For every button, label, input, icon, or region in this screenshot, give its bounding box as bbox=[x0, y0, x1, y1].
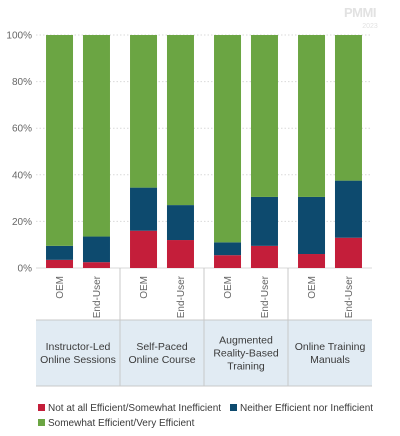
bar-segment bbox=[82, 236, 110, 263]
category-label: Training bbox=[227, 361, 265, 373]
bar-segment bbox=[82, 35, 110, 237]
category-band bbox=[204, 320, 288, 386]
y-tick-label: 80% bbox=[12, 77, 32, 88]
y-tick-label: 20% bbox=[12, 217, 32, 228]
legend-swatch bbox=[38, 419, 45, 426]
pmmi-logo-sub: 2023 bbox=[362, 23, 378, 30]
bar-label: End-User bbox=[176, 275, 187, 318]
category-label: Manuals bbox=[310, 354, 350, 366]
bar-label: OEM bbox=[223, 276, 234, 299]
bar-label: End-User bbox=[260, 275, 271, 318]
bar-segment bbox=[166, 205, 194, 241]
y-tick-label: 60% bbox=[12, 124, 32, 135]
bar-segment bbox=[130, 35, 158, 188]
bar-label: End-User bbox=[92, 275, 103, 318]
category-label: Self-Paced bbox=[136, 341, 188, 353]
bar-segment bbox=[298, 254, 326, 268]
bar-segment bbox=[130, 230, 158, 268]
category-label: Online Sessions bbox=[40, 354, 116, 366]
legend-label: Neither Efficient nor Inefficient bbox=[240, 403, 373, 414]
category-band bbox=[120, 320, 204, 386]
bar-segment bbox=[46, 259, 74, 268]
bar-segment bbox=[214, 255, 242, 268]
bars bbox=[46, 35, 362, 268]
axes bbox=[36, 268, 372, 387]
category-label: Online Course bbox=[128, 354, 195, 366]
bar-segment bbox=[298, 35, 326, 197]
y-tick-label: 100% bbox=[6, 31, 32, 42]
bar-label: OEM bbox=[55, 276, 66, 299]
legend-label: Not at all Efficient/Somewhat Inefficien… bbox=[48, 403, 221, 414]
category-label: Instructor-Led bbox=[46, 341, 111, 353]
bar-segment bbox=[82, 262, 110, 268]
category-band bbox=[36, 320, 120, 386]
bar-segment bbox=[334, 237, 362, 268]
pmmi-logo: PMMI bbox=[344, 5, 376, 20]
bar-segment bbox=[46, 245, 74, 260]
bar-segment bbox=[298, 196, 326, 255]
bar-segment bbox=[334, 180, 362, 238]
legend: Not at all Efficient/Somewhat Inefficien… bbox=[38, 403, 373, 429]
category-band bbox=[288, 320, 372, 386]
bar-segment bbox=[166, 35, 194, 206]
category-label: Augmented bbox=[219, 335, 273, 347]
bar-segment bbox=[250, 196, 278, 246]
bar-segment bbox=[250, 35, 278, 197]
category-label: Online Training bbox=[295, 341, 366, 353]
bar-label: End-User bbox=[344, 275, 355, 318]
y-tick-label: 0% bbox=[18, 264, 33, 275]
bar-label: OEM bbox=[139, 276, 150, 299]
bar-segment bbox=[166, 240, 194, 268]
y-tick-label: 40% bbox=[12, 170, 32, 181]
bar-segment bbox=[130, 187, 158, 231]
bar-label: OEM bbox=[307, 276, 318, 299]
category-label: Reality-Based bbox=[213, 348, 279, 360]
bar-segment bbox=[214, 35, 242, 243]
legend-swatch bbox=[230, 404, 237, 411]
bar-segment bbox=[334, 35, 362, 181]
bar-segment bbox=[250, 245, 278, 268]
legend-label: Somewhat Efficient/Very Efficient bbox=[48, 418, 195, 429]
legend-swatch bbox=[38, 404, 45, 411]
bar-segment bbox=[46, 35, 74, 246]
bar-segment bbox=[214, 242, 242, 256]
